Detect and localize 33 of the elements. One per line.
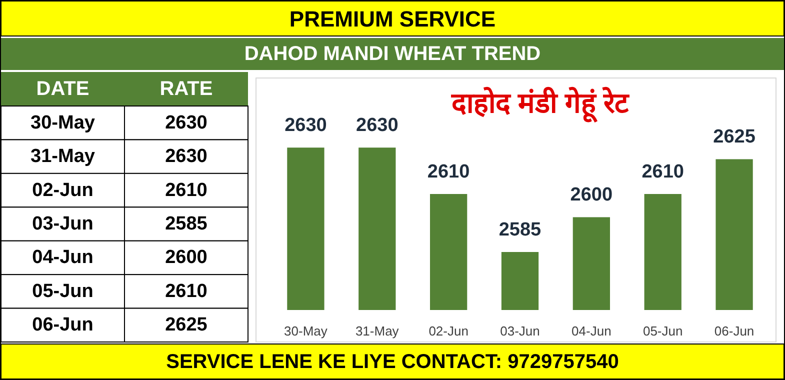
- category-label: 05-Jun: [32, 280, 94, 302]
- data-label: 2630: [356, 115, 398, 136]
- x-tick-label: 02-Jun: [428, 324, 468, 338]
- data-label: 2610: [165, 180, 208, 201]
- chart-title: DAHOD MANDI WHEAT TREND: [244, 43, 541, 65]
- text: SERVICE LENE KE LIYE CONTACT: 9729757540: [166, 351, 619, 373]
- x-tick-label: 03-Jun: [500, 324, 540, 338]
- data-label: 2585: [165, 214, 208, 234]
- chart-subtitle: दाहोद मंडी गेहूं रेट: [450, 86, 630, 124]
- data-label: 2630: [165, 112, 208, 134]
- category-label: 31-May: [30, 146, 96, 168]
- x-tick-label: 04-Jun: [572, 324, 612, 338]
- x-tick-label: 06-Jun: [714, 324, 754, 338]
- category-label: 03-Jun: [32, 214, 94, 234]
- category-label: 30-May: [30, 112, 96, 134]
- data-label: 2625: [713, 126, 756, 148]
- data-label: 2610: [642, 162, 684, 182]
- x-tick-label: 30-May: [284, 324, 328, 338]
- text: RATE: [160, 78, 213, 100]
- x-tick-label: 31-May: [355, 324, 400, 338]
- text: PREMIUM SERVICE: [289, 6, 496, 32]
- text: DATE: [36, 78, 90, 100]
- data-label: 2630: [284, 115, 327, 136]
- data-label: 2610: [427, 162, 470, 182]
- data-label: 2610: [165, 280, 208, 302]
- category-label: 04-Jun: [32, 247, 94, 268]
- data-label: 2585: [498, 220, 542, 240]
- data-label: 2630: [165, 146, 208, 168]
- data-label: 2625: [165, 314, 208, 336]
- data-label: 2600: [165, 247, 208, 268]
- category-label: 02-Jun: [32, 180, 94, 201]
- x-tick-label: 05-Jun: [642, 324, 683, 338]
- data-label: 2600: [570, 184, 613, 206]
